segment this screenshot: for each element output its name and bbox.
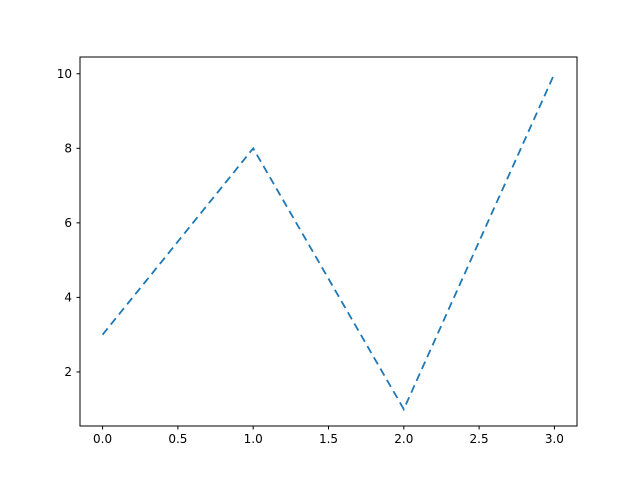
y-tick-label: 10 [57, 67, 72, 81]
x-tick-label: 0.0 [93, 432, 112, 446]
x-tick-label: 3.0 [545, 432, 564, 446]
axes-spines [79, 56, 578, 427]
x-tick-label: 0.5 [168, 432, 187, 446]
x-tick-label: 1.5 [319, 432, 338, 446]
data-line [101, 73, 556, 412]
x-tick-label: 1.0 [244, 432, 263, 446]
y-tick-label: 6 [64, 216, 72, 230]
y-tick-label: 8 [64, 141, 72, 155]
y-tick-label: 4 [64, 290, 72, 304]
x-tick-label: 2.0 [394, 432, 413, 446]
y-tick-label: 2 [64, 365, 72, 379]
x-tick-label: 2.5 [470, 432, 489, 446]
